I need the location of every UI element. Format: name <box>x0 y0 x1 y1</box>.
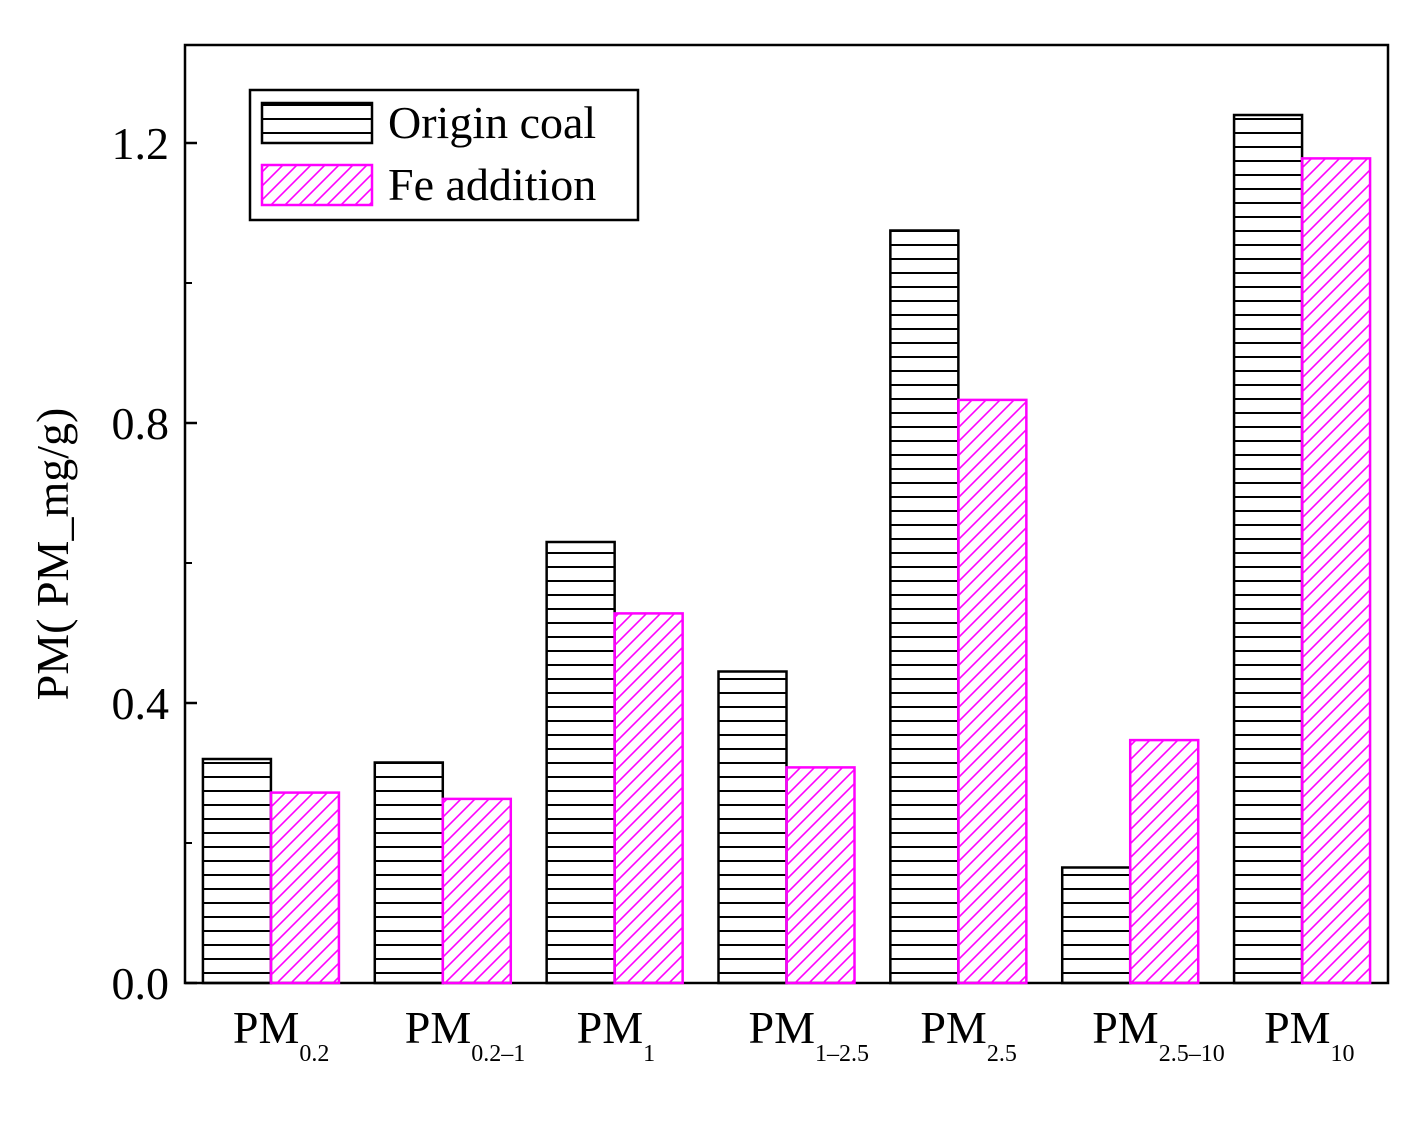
bar-fe-addition <box>441 797 513 985</box>
bar-origin-coal <box>889 229 960 985</box>
bars <box>201 113 1372 985</box>
x-tick-label: PM1–2.5 <box>749 1002 869 1067</box>
bar-fe-addition <box>269 791 341 985</box>
y-tick-label: 0.8 <box>112 398 170 449</box>
bar-fe-addition <box>1300 157 1372 985</box>
x-tick-label: PM0.2 <box>233 1002 329 1067</box>
bar-fe-addition <box>613 612 684 985</box>
x-tick-label: PM1 <box>577 1002 655 1067</box>
x-tick-label: PM10 <box>1264 1002 1354 1067</box>
bar-fe-addition <box>785 766 856 985</box>
y-tick-label: 0.4 <box>112 678 170 729</box>
legend-label-origin-coal: Origin coal <box>388 97 596 148</box>
x-tick-label: PM0.2–1 <box>405 1002 525 1067</box>
axes: 0.0 0.4 0.8 1.2 PM( PM_mg/g) PM0.2 PM0.2–1 PM1 P… <box>27 43 1390 1067</box>
bar-fe-addition <box>957 398 1028 985</box>
legend-swatch-origin-coal <box>260 101 374 145</box>
y-axis-label: PM( PM_mg/g) <box>27 408 78 701</box>
bar-origin-coal <box>1060 866 1132 985</box>
bar-fe-addition <box>1128 738 1200 985</box>
x-tick-label: PM2.5–10 <box>1092 1002 1224 1067</box>
bar-origin-coal <box>545 540 616 985</box>
bar-origin-coal <box>717 670 788 985</box>
bar-origin-coal <box>1232 113 1304 985</box>
legend-swatch-fe-addition <box>260 163 374 207</box>
y-tick-label: 0.0 <box>112 958 170 1009</box>
y-tick-label: 1.2 <box>112 118 170 169</box>
legend: Origin coal Fe addition <box>248 88 640 222</box>
legend-label-fe-addition: Fe addition <box>388 159 596 210</box>
x-tick-label: PM2.5 <box>920 1002 1016 1067</box>
bar-origin-coal <box>373 761 445 985</box>
bar-origin-coal <box>201 757 273 985</box>
